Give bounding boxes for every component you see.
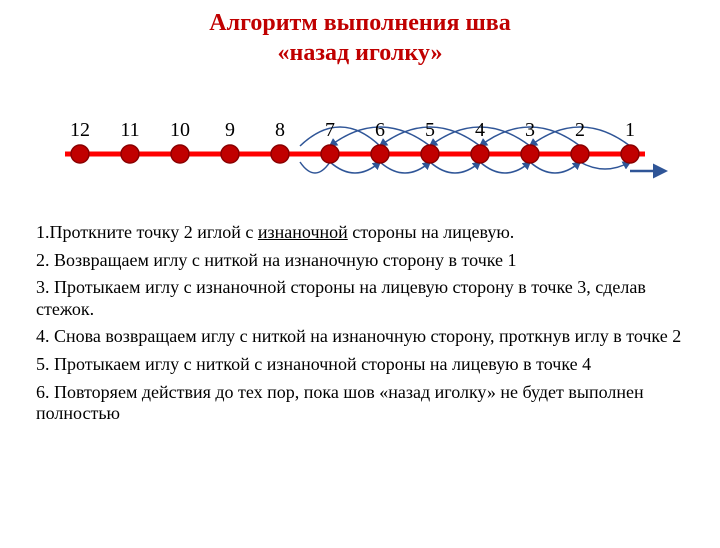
step-text-pre: 5. Протыкаем иглу с ниткой с изнаночной … xyxy=(36,354,591,374)
point-label: 6 xyxy=(375,119,385,141)
title-line2: «назад иголку» xyxy=(0,38,720,68)
stitch-point xyxy=(171,145,189,163)
bottom-arc xyxy=(380,162,430,173)
point-label: 3 xyxy=(525,119,535,141)
point-label: 8 xyxy=(275,119,285,141)
point-label: 12 xyxy=(70,119,90,141)
stitch-point xyxy=(521,145,539,163)
step-item: 1.Проткните точку 2 иглой с изнаночной с… xyxy=(36,222,684,244)
stitch-point xyxy=(471,145,489,163)
step-item: 2. Возвращаем иглу с ниткой на изнаночну… xyxy=(36,250,684,272)
step-item: 4. Снова возвращаем иглу с ниткой на изн… xyxy=(36,326,684,348)
step-text-pre: 2. Возвращаем иглу с ниткой на изнаночну… xyxy=(36,250,517,270)
page-title: Алгоритм выполнения шва «назад иголку» xyxy=(0,8,720,68)
diagram-svg: 12 11 10 9 8 7 6 5 4 3 2 1 xyxy=(40,76,680,216)
bottom-arc xyxy=(300,162,330,173)
point-label: 7 xyxy=(325,119,335,141)
stitch-point xyxy=(621,145,639,163)
point-label: 2 xyxy=(575,119,585,141)
step-text-underline: изнаночной xyxy=(258,222,348,242)
stitch-point xyxy=(571,145,589,163)
top-arc xyxy=(300,127,380,146)
stitch-point xyxy=(421,145,439,163)
point-label: 5 xyxy=(425,119,435,141)
stitch-point xyxy=(271,145,289,163)
step-text-pre: 1.Проткните точку 2 иглой с xyxy=(36,222,258,242)
step-item: 3. Протыкаем иглу с изнаночной стороны н… xyxy=(36,277,684,320)
point-label: 11 xyxy=(120,119,139,141)
steps-list: 1.Проткните точку 2 иглой с изнаночной с… xyxy=(0,222,720,425)
bottom-arc xyxy=(530,162,580,173)
point-label: 4 xyxy=(475,119,485,141)
bottom-arc xyxy=(330,162,380,173)
stitch-point xyxy=(321,145,339,163)
title-line1: Алгоритм выполнения шва xyxy=(0,8,720,38)
stitch-point xyxy=(121,145,139,163)
step-item: 6. Повторяем действия до тех пор, пока ш… xyxy=(36,382,684,425)
stitch-point xyxy=(71,145,89,163)
step-text-post: стороны на лицевую. xyxy=(348,222,515,242)
step-text-pre: 4. Снова возвращаем иглу с ниткой на изн… xyxy=(36,326,681,346)
bottom-arc xyxy=(430,162,480,173)
bottom-arc xyxy=(580,162,630,169)
bottom-arc xyxy=(480,162,530,173)
point-label: 10 xyxy=(170,119,190,141)
step-text-pre: 6. Повторяем действия до тех пор, пока ш… xyxy=(36,382,644,424)
step-item: 5. Протыкаем иглу с ниткой с изнаночной … xyxy=(36,354,684,376)
step-text-pre: 3. Протыкаем иглу с изнаночной стороны н… xyxy=(36,277,646,319)
stitch-point xyxy=(371,145,389,163)
point-label: 9 xyxy=(225,119,235,141)
stitch-point xyxy=(221,145,239,163)
stitch-diagram: 12 11 10 9 8 7 6 5 4 3 2 1 xyxy=(40,76,680,216)
point-label: 1 xyxy=(625,119,635,141)
